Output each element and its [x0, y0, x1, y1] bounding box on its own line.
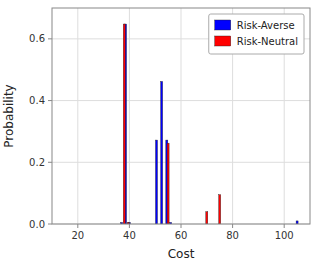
- bar: [167, 143, 169, 224]
- legend-box: [209, 14, 304, 54]
- y-grid-line: [52, 100, 310, 101]
- x-grid-line: [129, 8, 130, 224]
- y-tick: [48, 224, 52, 225]
- y-tick: [48, 100, 52, 101]
- bar: [161, 81, 163, 224]
- y-axis-label: Probability: [2, 84, 16, 147]
- y-tick-label: 0.6: [29, 33, 45, 44]
- x-tick: [129, 224, 130, 228]
- axes: 20 40 60 80 100 0.0 0.2 0.4 0.6: [29, 33, 294, 241]
- x-tick: [284, 224, 285, 228]
- x-tick-label: 80: [226, 230, 239, 241]
- legend-swatch: [215, 36, 231, 46]
- x-grid-line: [181, 8, 182, 224]
- y-tick-label: 0.0: [29, 219, 45, 230]
- legend-label: Risk-Averse: [237, 20, 295, 31]
- series-bars: [123, 24, 220, 224]
- bar: [219, 195, 221, 224]
- bar: [206, 212, 208, 224]
- legend-label: Risk-Neutral: [237, 36, 298, 47]
- legend: Risk-Averse Risk-Neutral: [209, 14, 304, 54]
- y-grid-line: [52, 162, 310, 163]
- plot-frame: [52, 8, 310, 224]
- grid: [52, 8, 310, 224]
- x-tick-label: 100: [275, 230, 294, 241]
- x-tick-label: 60: [175, 230, 188, 241]
- x-tick: [181, 224, 182, 228]
- y-tick: [48, 162, 52, 163]
- legend-swatch: [215, 20, 231, 30]
- x-axis-label: Cost: [168, 247, 195, 261]
- y-tick-label: 0.2: [29, 157, 45, 168]
- x-tick: [77, 224, 78, 228]
- x-tick-label: 40: [123, 230, 136, 241]
- x-grid-line: [77, 8, 78, 224]
- chart: 20 40 60 80 100 0.0 0.2 0.4 0.6 Cost Probability Ri…: [0, 0, 318, 264]
- plot-background: [52, 8, 310, 224]
- x-tick-label: 20: [71, 230, 84, 241]
- bar: [155, 140, 157, 224]
- y-tick: [48, 38, 52, 39]
- bar: [123, 24, 125, 224]
- y-tick-label: 0.4: [29, 95, 45, 106]
- x-tick: [232, 224, 233, 228]
